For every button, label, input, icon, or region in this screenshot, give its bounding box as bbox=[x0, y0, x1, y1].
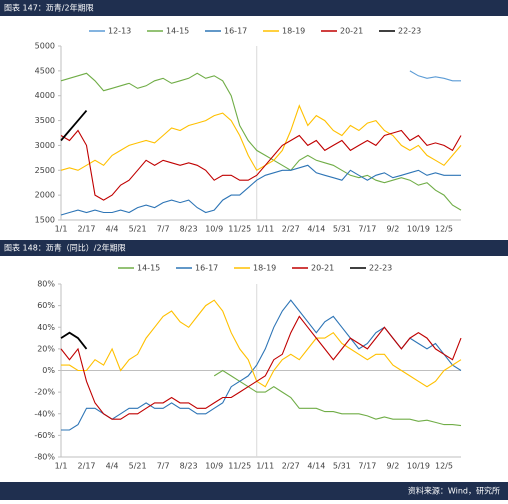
x-tick-label: 11/25 bbox=[228, 462, 251, 471]
x-tick-label: 8/23 bbox=[180, 462, 198, 471]
y-tick-label: 4000 bbox=[35, 91, 55, 100]
x-tick-label: 4/14 bbox=[307, 462, 325, 471]
series-line bbox=[61, 299, 462, 388]
series-line bbox=[409, 70, 461, 82]
series-line bbox=[60, 72, 462, 211]
x-tick-label: 1/1 bbox=[55, 462, 68, 471]
x-tick-label: 1/11 bbox=[256, 462, 274, 471]
x-tick-label: 4/4 bbox=[106, 462, 119, 471]
x-tick-label: 1/1 bbox=[55, 225, 68, 234]
x-tick-label: 9/2 bbox=[386, 225, 399, 234]
chart-title: 图表 147：沥青/2年期限 bbox=[4, 3, 94, 13]
footer-text: 资料来源：Wind，研究所 bbox=[408, 486, 500, 496]
x-tick-label: 5/21 bbox=[129, 225, 147, 234]
legend-label: 22-23 bbox=[369, 264, 392, 273]
x-tick-label: 7/17 bbox=[358, 462, 376, 471]
series-line bbox=[60, 315, 462, 420]
footer-bar bbox=[0, 482, 508, 500]
legend-label: 18-19 bbox=[253, 264, 276, 273]
legend-label: 20-21 bbox=[311, 264, 334, 273]
y-tick-label: -20% bbox=[34, 388, 55, 397]
x-tick-label: 2/27 bbox=[282, 462, 300, 471]
legend-label: 22-23 bbox=[398, 27, 421, 36]
series-line bbox=[60, 331, 88, 350]
series-line bbox=[60, 110, 88, 142]
y-tick-label: 3500 bbox=[35, 116, 55, 125]
series-line bbox=[60, 164, 461, 216]
x-tick-label: 10/9 bbox=[205, 462, 223, 471]
x-tick-label: 5/31 bbox=[333, 462, 351, 471]
legend-label: 14-15 bbox=[166, 27, 189, 36]
y-tick-label: 40% bbox=[37, 323, 55, 332]
y-tick-label: -80% bbox=[34, 453, 55, 462]
legend-label: 16-17 bbox=[224, 27, 247, 36]
x-tick-label: 2/27 bbox=[282, 225, 300, 234]
y-tick-label: 2000 bbox=[35, 191, 55, 200]
y-tick-label: 80% bbox=[37, 280, 55, 289]
y-tick-label: 5000 bbox=[35, 42, 55, 51]
x-tick-label: 10/19 bbox=[407, 462, 430, 471]
x-tick-label: 2/17 bbox=[78, 462, 96, 471]
x-tick-label: 7/7 bbox=[157, 225, 170, 234]
x-tick-label: 7/17 bbox=[358, 225, 376, 234]
x-tick-label: 11/25 bbox=[228, 225, 251, 234]
y-tick-label: 3000 bbox=[35, 141, 55, 150]
x-tick-label: 12/5 bbox=[435, 462, 453, 471]
x-tick-label: 4/4 bbox=[106, 225, 119, 234]
x-tick-label: 10/19 bbox=[407, 225, 430, 234]
x-tick-label: 7/7 bbox=[157, 462, 170, 471]
series-line bbox=[61, 299, 462, 431]
x-tick-label: 10/9 bbox=[205, 225, 223, 234]
header-bar bbox=[0, 0, 508, 16]
y-tick-label: 0% bbox=[42, 366, 55, 375]
x-tick-label: 9/2 bbox=[386, 462, 399, 471]
series-line bbox=[213, 369, 462, 427]
legend-label: 14-15 bbox=[137, 264, 160, 273]
y-tick-label: 2500 bbox=[35, 166, 55, 175]
legend-label: 20-21 bbox=[340, 27, 363, 36]
legend-label: 18-19 bbox=[282, 27, 305, 36]
y-tick-label: 1500 bbox=[35, 216, 55, 225]
x-tick-label: 8/23 bbox=[180, 225, 198, 234]
x-tick-label: 4/14 bbox=[307, 225, 325, 234]
series-line bbox=[60, 129, 462, 201]
x-tick-label: 5/31 bbox=[333, 225, 351, 234]
legend-label: 12-13 bbox=[108, 27, 131, 36]
x-tick-label: 2/17 bbox=[78, 225, 96, 234]
x-tick-label: 12/5 bbox=[435, 225, 453, 234]
y-tick-label: 20% bbox=[37, 344, 55, 353]
y-tick-label: 4500 bbox=[35, 66, 55, 75]
y-tick-label: 60% bbox=[37, 301, 55, 310]
y-tick-label: -40% bbox=[34, 409, 55, 418]
series-line bbox=[60, 104, 462, 172]
header-bar bbox=[0, 240, 508, 256]
y-tick-label: -60% bbox=[34, 431, 55, 440]
x-tick-label: 1/11 bbox=[256, 225, 274, 234]
legend-label: 16-17 bbox=[195, 264, 218, 273]
x-tick-label: 5/21 bbox=[129, 462, 147, 471]
chart-title: 图表 148：沥青（同比）/2年期限 bbox=[4, 243, 126, 253]
